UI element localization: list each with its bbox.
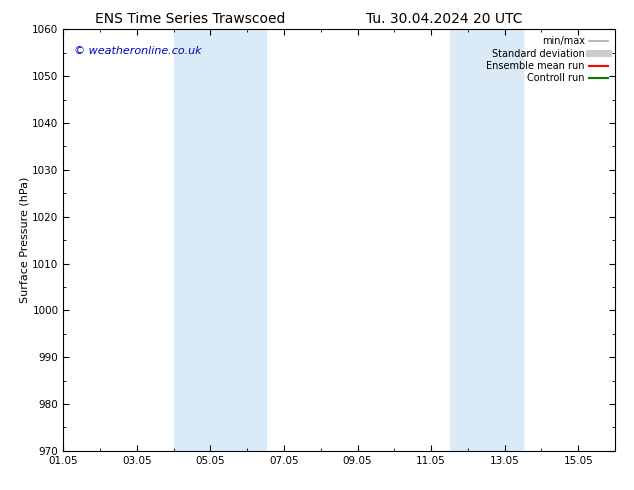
Y-axis label: Surface Pressure (hPa): Surface Pressure (hPa) [20,177,30,303]
Text: ENS Time Series Trawscoed: ENS Time Series Trawscoed [95,12,285,26]
Bar [174,29,266,451]
Bar [450,29,523,451]
Text: Tu. 30.04.2024 20 UTC: Tu. 30.04.2024 20 UTC [366,12,522,26]
Legend: min/max, Standard deviation, Ensemble mean run, Controll run: min/max, Standard deviation, Ensemble me… [484,34,610,85]
Text: © weatheronline.co.uk: © weatheronline.co.uk [74,46,202,56]
